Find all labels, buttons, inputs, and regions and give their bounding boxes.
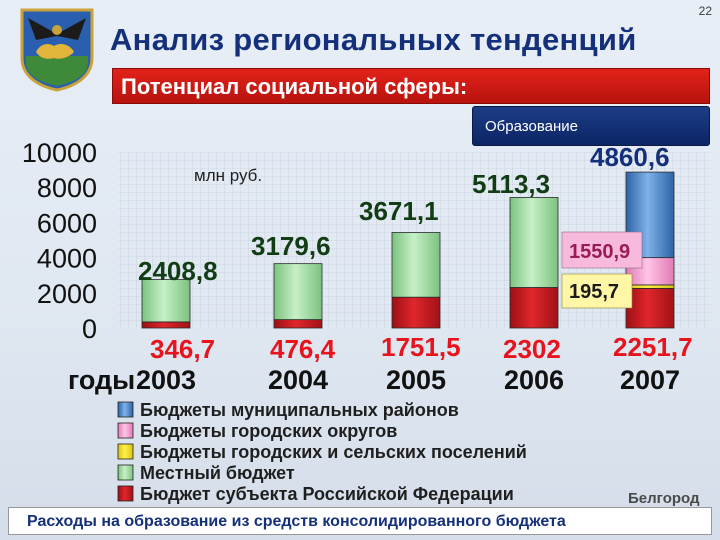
legend-swatch-municipal [117, 401, 134, 418]
data-label-municipal-2007: 4860,6 [590, 142, 670, 172]
legend-label-settlements: Бюджеты городских и сельских поселений [140, 442, 527, 462]
y-tick-label: 4000 [37, 244, 97, 274]
footer-box: Расходы на образование из средств консол… [8, 507, 712, 535]
y-tick-label: 6000 [37, 208, 97, 238]
bars [141, 171, 675, 329]
x-tick-label: 2003 [136, 365, 196, 395]
data-label-settlements-2007: 195,7 [569, 281, 619, 303]
legend-swatch-urban [117, 422, 134, 439]
bar-segment-federal_subject-2007 [625, 287, 675, 329]
bar-segment-local-2004 [273, 263, 323, 321]
footer-caption: Расходы на образование из средств консол… [27, 513, 566, 530]
legend-label-local: Местный бюджет [140, 463, 295, 483]
bar-segment-local-2005 [391, 232, 441, 298]
bar-segment-local-2006 [509, 197, 559, 288]
y-tick-label: 8000 [37, 173, 97, 203]
bar-segment-federal_subject-2005 [391, 296, 441, 329]
legend-label-urban: Бюджеты городских округов [140, 421, 397, 441]
data-label-local-2005: 3671,1 [359, 196, 439, 226]
bar-segment-settlements-2007 [625, 284, 675, 289]
section-tag: Образование [472, 106, 710, 146]
y-tick-label: 0 [82, 314, 97, 344]
x-tick-label: 2007 [620, 365, 680, 395]
bar-segment-federal_subject-2003 [141, 321, 191, 329]
page-number: 22 [698, 4, 712, 18]
data-label-settlements-box [561, 273, 633, 309]
data-label-federal-2003: 346,7 [150, 334, 215, 364]
coat-of-arms-icon [20, 8, 94, 92]
subtitle: Потенциал социальной сферы: [121, 74, 468, 99]
city-label: Белгород [628, 490, 700, 507]
page-title: Анализ региональных тенденций [110, 22, 637, 57]
data-label-local-2006: 5113,3 [472, 169, 550, 199]
data-labels: 2408,8 3179,6 3671,1 5113,3 346,7 476,4 1751,5… [138, 142, 693, 364]
x-tick-label: 2004 [268, 365, 328, 395]
bar-segment-local-2003 [141, 279, 191, 323]
subtitle-banner: Потенциал социальной сферы: [112, 68, 710, 104]
data-label-local-2003: 2408,8 [138, 256, 218, 286]
x-tick-label: 2005 [386, 365, 446, 395]
bar-segment-federal_subject-2004 [273, 319, 323, 329]
legend-swatch-local [117, 464, 134, 481]
legend-swatch-federal_subject [117, 485, 134, 502]
bar-segment-federal_subject-2006 [509, 287, 559, 329]
data-label-federal-2007: 2251,7 [613, 332, 693, 362]
data-label-urban-2007: 1550,9 [569, 241, 630, 263]
x-axis: 2003 2004 2005 2006 2007 [136, 365, 680, 395]
y-axis: 10000 8000 6000 4000 2000 0 [22, 138, 97, 344]
y-tick-label: 10000 [22, 138, 97, 168]
x-axis-label: годы [68, 365, 135, 395]
data-label-federal-2006: 2302 [503, 334, 561, 364]
data-label-federal-2004: 476,4 [270, 334, 336, 364]
data-label-local-2004: 3179,6 [251, 231, 331, 261]
section-label: Образование [485, 118, 578, 135]
legend-label-federal_subject: Бюджет субъекта Российской Федерации [140, 484, 514, 504]
data-label-federal-2005: 1751,5 [381, 332, 461, 362]
legend-swatch-settlements [117, 443, 134, 460]
legend-label-municipal: Бюджеты муниципальных районов [140, 400, 459, 420]
data-label-urban-box [561, 231, 643, 269]
x-tick-label: 2006 [504, 365, 564, 395]
y-tick-label: 2000 [37, 279, 97, 309]
unit-label: млн руб. [194, 166, 262, 185]
